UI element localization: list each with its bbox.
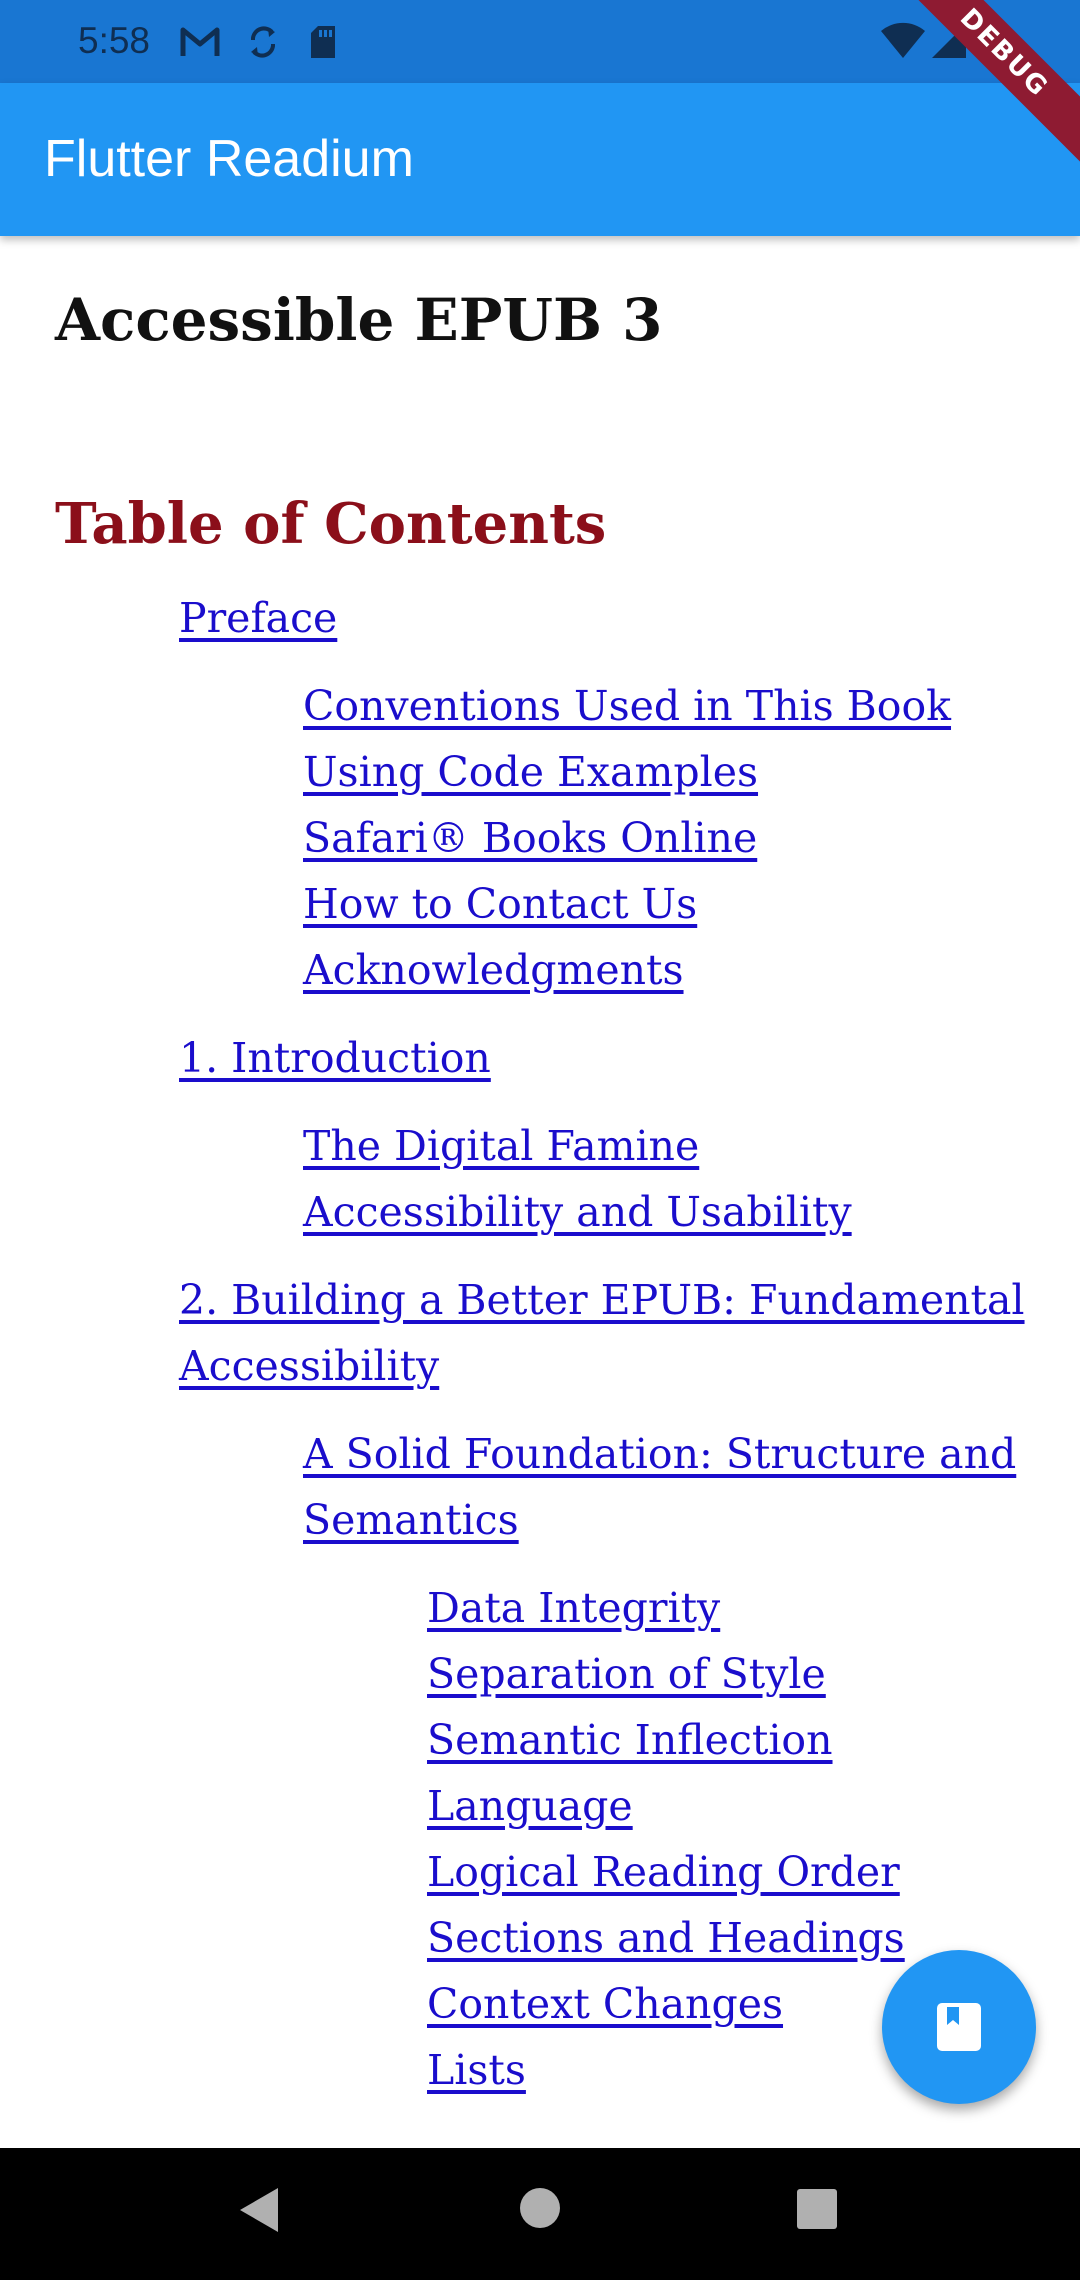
status-bar: 5:58: [0, 0, 1080, 83]
toc-link-solid-foundation[interactable]: A Solid Foundation: Structure and Semant…: [303, 1430, 1017, 1544]
toc-fab-button[interactable]: [882, 1950, 1036, 2104]
sd-card-icon: [308, 24, 338, 65]
toc-link-safari-books[interactable]: Safari® Books Online: [303, 814, 758, 862]
toc-link-logical-reading-order[interactable]: Logical Reading Order: [427, 1848, 900, 1896]
toc-link-digital-famine[interactable]: The Digital Famine: [303, 1122, 700, 1170]
toc-link-semantic-inflection[interactable]: Semantic Inflection: [427, 1716, 833, 1764]
toc-link-accessibility-usability[interactable]: Accessibility and Usability: [303, 1188, 852, 1236]
recents-icon[interactable]: [796, 2188, 838, 2235]
gmail-icon: [180, 24, 220, 65]
system-nav-bar: [0, 2148, 1080, 2280]
status-time: 5:58: [78, 20, 151, 61]
toc-link-introduction[interactable]: 1. Introduction: [179, 1034, 491, 1082]
reader-content[interactable]: Accessible EPUB 3 Table of Contents Pref…: [0, 236, 1080, 2148]
back-icon[interactable]: [236, 2184, 282, 2241]
toc-link-preface[interactable]: Preface: [179, 594, 338, 642]
toc-link-context-changes[interactable]: Context Changes: [427, 1980, 784, 2028]
app-bar: Flutter Readium: [0, 83, 1080, 236]
toc-link-building-better-epub[interactable]: 2. Building a Better EPUB: Fundamental A…: [179, 1276, 1025, 1390]
toc-link-data-integrity[interactable]: Data Integrity: [427, 1584, 721, 1632]
toc-link-sections-headings[interactable]: Sections and Headings: [427, 1914, 905, 1962]
toc-link-language[interactable]: Language: [427, 1782, 633, 1830]
sync-icon: [248, 24, 278, 65]
wifi-icon: [880, 22, 926, 65]
toc-heading: Table of Contents: [55, 491, 607, 557]
toc-link-conventions[interactable]: Conventions Used in This Book: [303, 682, 952, 730]
book-icon: [937, 2003, 981, 2051]
home-icon[interactable]: [518, 2186, 562, 2235]
toc-link-acknowledgments[interactable]: Acknowledgments: [303, 946, 684, 994]
toc-link-contact-us[interactable]: How to Contact Us: [303, 880, 698, 928]
toc-link-lists[interactable]: Lists: [427, 2046, 526, 2094]
book-title: Accessible EPUB 3: [55, 286, 663, 354]
toc-link-separation-of-style[interactable]: Separation of Style: [427, 1650, 826, 1698]
toc-link-code-examples[interactable]: Using Code Examples: [303, 748, 759, 796]
app-title: Flutter Readium: [44, 130, 414, 188]
